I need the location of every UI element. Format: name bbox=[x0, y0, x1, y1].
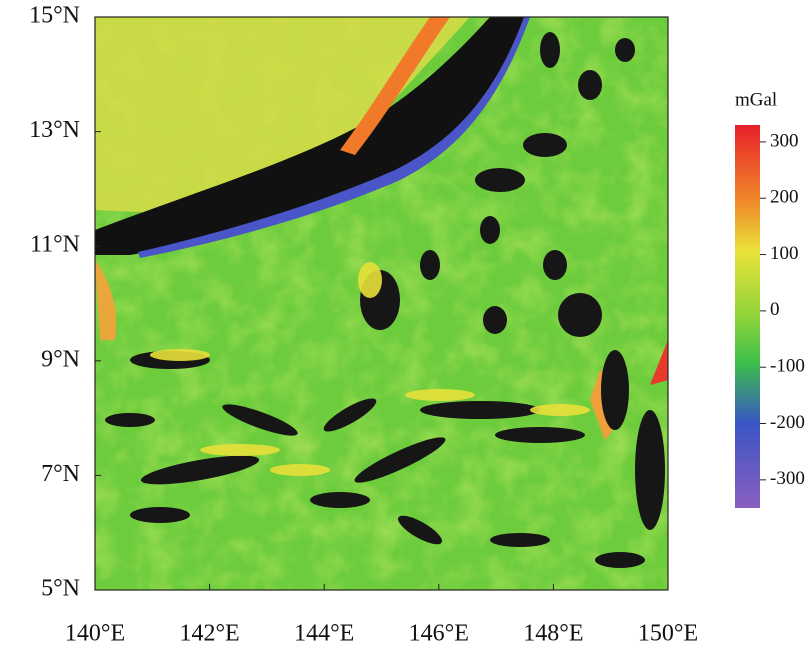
lat-tick-label: 5°N bbox=[41, 576, 80, 602]
lat-tick-label: 13°N bbox=[29, 117, 80, 143]
colorbar-tick-label: -200 bbox=[770, 412, 805, 433]
lat-tick-label: 7°N bbox=[41, 461, 80, 487]
colorbar-tick-label: -300 bbox=[770, 468, 805, 489]
lon-tick-label: 142°E bbox=[179, 621, 239, 647]
colorbar-tick-label: 0 bbox=[770, 299, 780, 320]
map-frame bbox=[94, 16, 669, 591]
dark-anomalies bbox=[105, 32, 665, 568]
lon-tick-label: 148°E bbox=[523, 621, 583, 647]
lat-tick-label: 15°N bbox=[29, 3, 80, 29]
lon-tick-label: 146°E bbox=[409, 621, 469, 647]
lon-tick-label: 150°E bbox=[638, 621, 698, 647]
colorbar-tick-label: 300 bbox=[770, 130, 799, 151]
lat-tick-label: 11°N bbox=[30, 232, 80, 258]
lon-tick-label: 144°E bbox=[294, 621, 354, 647]
lon-tick-label: 140°E bbox=[65, 621, 125, 647]
gravity-map bbox=[95, 17, 668, 590]
lat-tick-label: 9°N bbox=[41, 346, 80, 372]
colorbar-tick-label: -100 bbox=[770, 356, 805, 377]
colorbar-unit: mGal bbox=[735, 89, 777, 110]
colorbar-tick-label: 100 bbox=[770, 243, 799, 264]
colorbar-tick-label: 200 bbox=[770, 187, 799, 208]
high-anomalies bbox=[150, 262, 590, 476]
colorbar bbox=[735, 125, 760, 508]
